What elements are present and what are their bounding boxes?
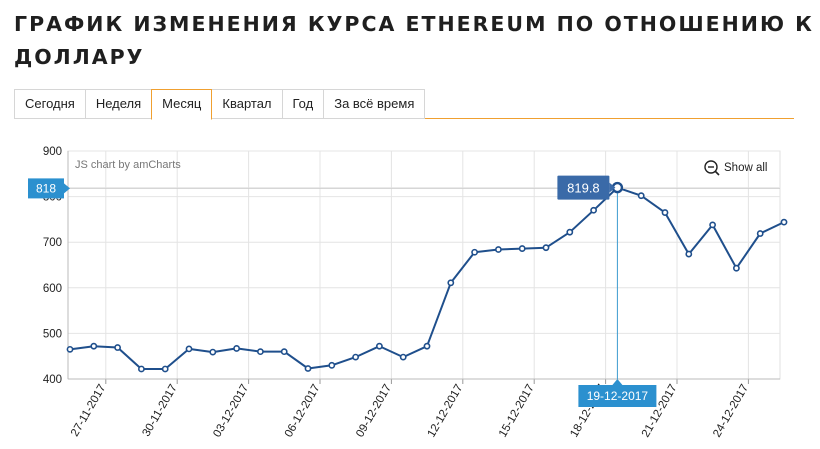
tab-month[interactable]: Месяц [151,89,213,120]
y-tick-label: 400 [43,374,62,386]
data-point[interactable] [375,342,383,350]
tab-today[interactable]: Сегодня [14,89,85,119]
data-point[interactable] [566,228,574,236]
y-axis-cursor-badge [28,178,64,199]
y-axis-badge-pointer [64,183,70,194]
y-tick-label: 500 [43,328,62,340]
y-axis-cursor-value: 818 [36,181,56,195]
x-tick-label: 03-12-2017 [211,383,251,440]
x-axis-badge-pointer [612,379,623,385]
x-tick-label: 30-11-2017 [140,383,179,439]
data-point[interactable] [66,345,74,353]
data-point[interactable] [114,344,121,351]
tab-quarter[interactable]: Квартал [212,89,282,119]
value-balloon [557,175,610,200]
x-tick-label: 09-12-2017 [354,383,394,440]
data-point[interactable] [209,348,217,356]
data-point[interactable] [661,209,669,216]
data-point[interactable] [494,246,502,253]
page-title: ГРАФИК ИЗМЕНЕНИЯ КУРСА ETHEREUM ПО ОТНОШ… [14,12,814,69]
data-point[interactable] [590,206,597,214]
data-point[interactable] [280,348,288,356]
data-point[interactable] [90,342,98,350]
x-tick-label: 27-11-2017 [69,383,108,439]
data-point[interactable] [733,264,740,272]
y-tick-label: 600 [43,283,62,295]
data-point[interactable] [471,248,478,256]
tab-week[interactable]: Неделя [84,89,152,119]
tab-all-time[interactable]: За всё время [323,89,426,119]
data-point[interactable] [399,353,407,361]
y-tick-label: 700 [43,237,62,249]
data-point[interactable] [637,192,645,200]
data-point[interactable] [328,361,336,369]
data-point[interactable] [447,279,455,287]
amcharts-credit: JS chart by amCharts [75,159,181,171]
data-point[interactable] [685,250,693,258]
data-point[interactable] [352,353,359,361]
value-balloon-pointer [609,182,616,193]
data-point[interactable] [137,365,145,373]
data-point[interactable] [304,365,312,372]
data-point[interactable] [542,244,550,252]
x-axis-cursor-badge [578,385,657,407]
data-point[interactable] [709,221,716,229]
value-balloon-text: 819.8 [567,181,600,196]
x-tick-label: 12-12-2017 [426,383,466,440]
data-point[interactable] [780,218,788,226]
data-point[interactable] [423,342,431,350]
x-axis-cursor-date: 19-12-2017 [587,389,649,403]
data-point[interactable] [756,230,764,237]
x-tick-label: 06-12-2017 [283,383,323,440]
show-all-button[interactable]: Show all [724,162,767,174]
data-point[interactable] [185,345,193,353]
data-point[interactable] [233,345,240,352]
y-tick-label: 900 [43,146,62,158]
period-tabs: Сегодня Неделя Месяц Квартал Год За всё … [14,89,794,120]
x-tick-label: 24-12-2017 [711,383,751,440]
zoom-out-icon[interactable] [704,160,718,174]
data-point[interactable] [518,245,526,252]
x-tick-label: 15-12-2017 [497,383,537,440]
tab-year[interactable]: Год [281,89,324,119]
data-point[interactable] [256,348,264,356]
data-point[interactable] [161,365,169,373]
zoom-out-icon-handle [714,170,720,176]
